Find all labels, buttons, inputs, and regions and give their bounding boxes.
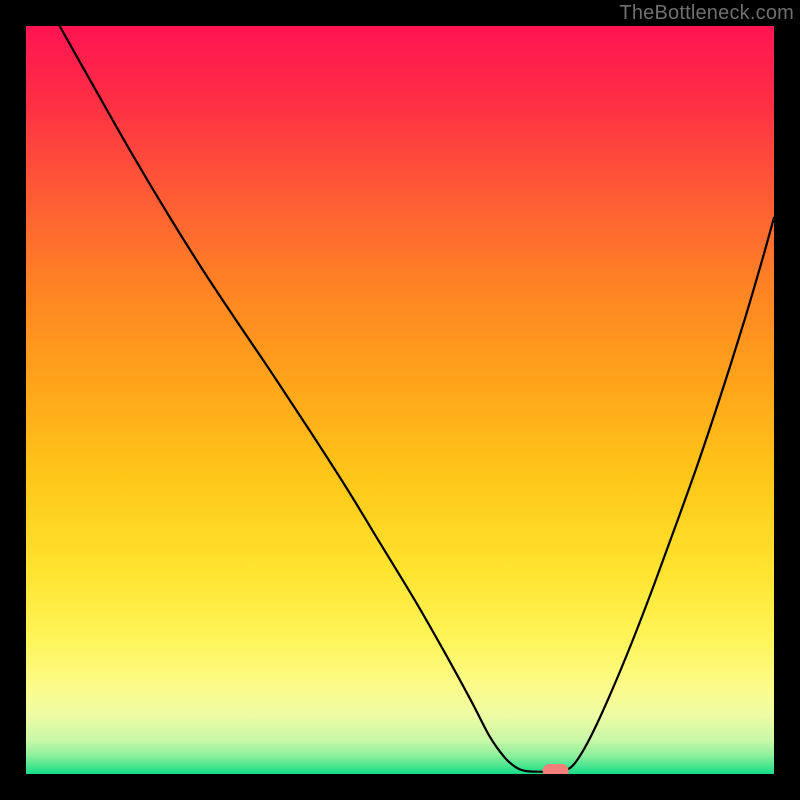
watermark-text: TheBottleneck.com bbox=[619, 2, 794, 25]
chart-container: TheBottleneck.com bbox=[0, 0, 800, 800]
frame-side bbox=[0, 774, 800, 800]
plot-background-gradient bbox=[26, 26, 774, 774]
frame-side bbox=[0, 0, 26, 800]
bottleneck-chart bbox=[0, 0, 800, 800]
frame-side bbox=[774, 0, 800, 800]
